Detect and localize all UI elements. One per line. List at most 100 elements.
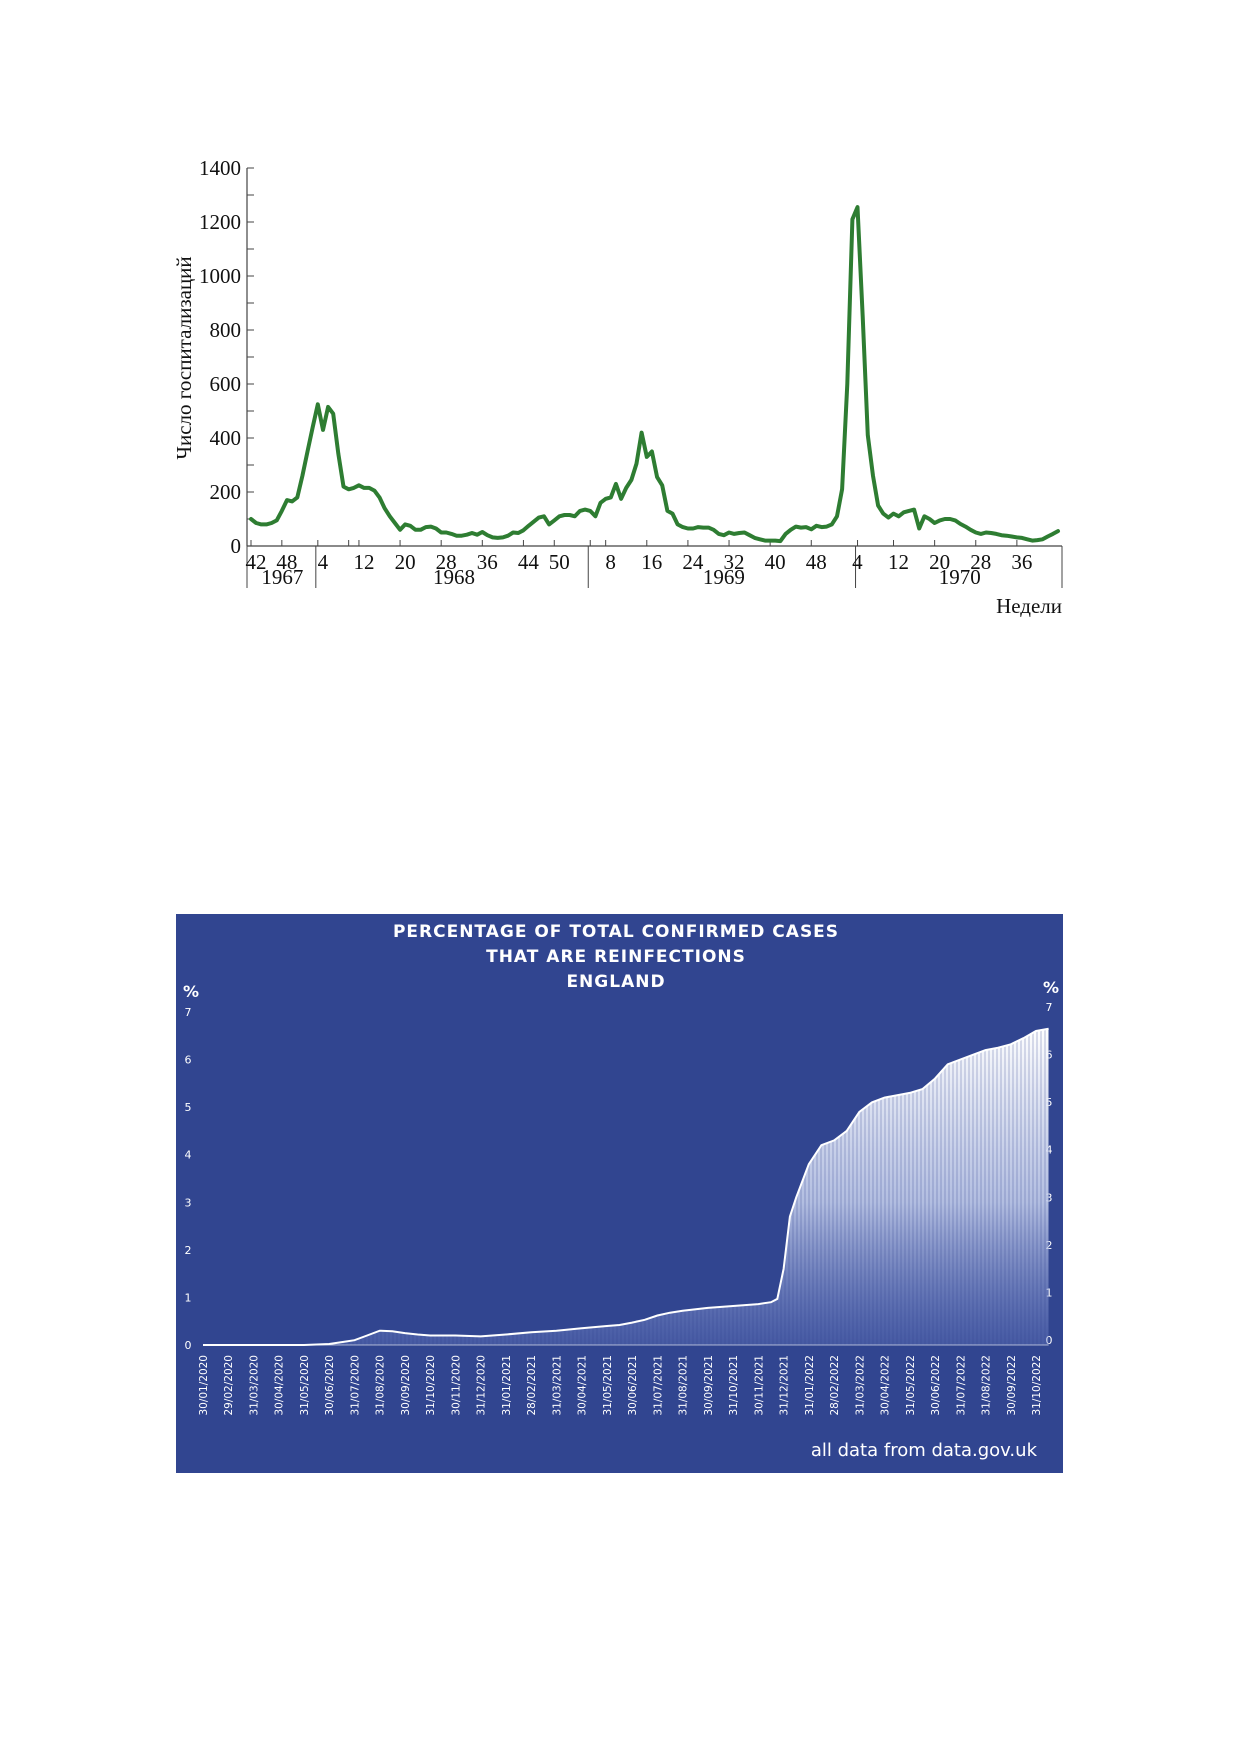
c1-x-tick-label: 20 <box>929 550 950 574</box>
c1-x-tick-label: 28 <box>436 550 457 574</box>
c1-x-tick-label: 50 <box>549 550 570 574</box>
c1-x-tick-labels: 42 48 4 12 20 28 36 44 50 8 16 24 32 40 48 4 12 20 28 36 <box>246 550 1033 574</box>
reinfection-area-stripes <box>203 1028 1049 1345</box>
c2-x-tick-label: 28/02/2022 <box>829 1355 841 1416</box>
c1-year-label: 1970 <box>939 565 981 589</box>
c1-x-tick-label: 16 <box>641 550 662 574</box>
c1-year-label: 1967 <box>261 565 303 589</box>
c2-left-y-tick-label: 7 <box>185 1006 192 1019</box>
c2-right-y-tick-label: 6 <box>1046 1049 1053 1062</box>
c2-x-tick-label: 31/07/2022 <box>955 1355 967 1416</box>
c2-x-tick-label: 30/09/2021 <box>703 1355 715 1416</box>
c1-y-tick-label: 0 <box>231 534 242 558</box>
c2-x-tick-label: 31/01/2022 <box>804 1355 816 1416</box>
c1-year-labels: 1967 1968 1969 1970 <box>261 565 980 589</box>
c2-x-tick-label: 31/05/2022 <box>905 1355 917 1416</box>
c2-x-tick-label: 28/02/2021 <box>526 1355 538 1416</box>
c1-y-tick-label: 1000 <box>199 264 241 288</box>
c2-x-tick-label: 30/01/2020 <box>198 1355 210 1416</box>
c2-x-tick-label: 30/06/2020 <box>324 1355 336 1416</box>
c2-left-y-tick-label: 1 <box>185 1291 192 1304</box>
c2-x-tick-label: 31/12/2021 <box>779 1355 791 1416</box>
c2-x-tick-label: 31/05/2021 <box>602 1355 614 1416</box>
c1-y-tick-label: 1400 <box>199 156 241 180</box>
c1-x-tick-label: 24 <box>682 550 704 574</box>
c2-x-tick-label: 31/03/2022 <box>854 1355 866 1416</box>
c1-x-tick-label: 32 <box>724 550 745 574</box>
c2-right-y-tick-label: 4 <box>1046 1144 1053 1157</box>
c1-x-tick-label: 12 <box>888 550 909 574</box>
c2-title-line-1: PERCENTAGE OF TOTAL CONFIRMED CASES <box>393 922 839 942</box>
c2-x-tick-label: 31/12/2020 <box>476 1355 488 1416</box>
reinfection-percentage-line <box>203 1027 1049 1346</box>
c2-x-tick-label: 30/09/2022 <box>1006 1355 1018 1416</box>
c2-x-tick-label: 30/06/2022 <box>930 1355 942 1416</box>
c1-x-tick-label: 8 <box>605 550 616 574</box>
c2-right-y-tick-label: 0 <box>1046 1334 1053 1347</box>
c1-year-label: 1968 <box>433 565 475 589</box>
c1-y-tick-labels: 0 200 400 600 800 1000 1200 1400 <box>199 156 241 558</box>
c2-x-tick-label: 31/08/2020 <box>375 1355 387 1416</box>
c2-left-y-tick-label: 5 <box>185 1101 192 1114</box>
c2-x-tick-label: 30/04/2020 <box>274 1355 286 1416</box>
c2-x-tick-label: 31/08/2021 <box>678 1355 690 1416</box>
c1-y-tick-label: 200 <box>210 480 242 504</box>
c2-right-y-tick-label: 7 <box>1046 1001 1053 1014</box>
c2-x-tick-label: 30/04/2022 <box>880 1355 892 1416</box>
c2-x-tick-label: 31/10/2021 <box>728 1355 740 1416</box>
c2-footnote: all data from data.gov.uk <box>811 1440 1038 1461</box>
c2-right-y-tick-label: 5 <box>1046 1096 1053 1109</box>
c2-left-y-tick-label: 2 <box>185 1244 192 1257</box>
c1-x-tick-label: 36 <box>477 550 498 574</box>
c1-y-axis-title: Число госпитализаций <box>172 256 196 459</box>
c1-x-tick-label: 48 <box>806 550 827 574</box>
c2-right-y-tick-label: 3 <box>1046 1191 1053 1204</box>
c2-left-y-tick-label: 4 <box>185 1149 192 1162</box>
c2-right-y-tick-labels: 0 1 2 3 4 5 6 7 <box>1046 1001 1053 1347</box>
c2-x-tick-label: 30/06/2021 <box>627 1355 639 1416</box>
c2-title-line-3: ENGLAND <box>566 972 665 992</box>
c1-x-tick-label: 44 <box>518 550 540 574</box>
c2-x-tick-label: 30/11/2021 <box>753 1355 765 1416</box>
c2-x-tick-label: 30/04/2021 <box>577 1355 589 1416</box>
c1-axes <box>246 167 1063 588</box>
c1-y-tick-label: 400 <box>210 426 242 450</box>
c1-year-label: 1969 <box>703 565 745 589</box>
c2-left-y-tick-label: 6 <box>185 1054 192 1067</box>
c2-x-tick-label: 31/03/2020 <box>248 1355 260 1416</box>
c2-x-tick-label: 31/07/2020 <box>349 1355 361 1416</box>
c2-right-unit-label: % <box>1043 978 1059 997</box>
c2-x-tick-label: 31/03/2021 <box>551 1355 563 1416</box>
c1-x-axis-title: Недели <box>996 594 1062 618</box>
c1-x-tick-label: 4 <box>852 550 863 574</box>
c2-x-tick-label: 31/10/2022 <box>1031 1355 1043 1416</box>
c1-x-tick-label: 4 <box>318 550 329 574</box>
hospitalizations-series-line <box>249 205 1060 544</box>
c1-x-tick-label: 20 <box>395 550 416 574</box>
c2-x-tick-label: 30/11/2020 <box>450 1355 462 1416</box>
c1-y-tick-label: 600 <box>210 372 242 396</box>
c2-left-unit-label: % <box>183 982 199 1001</box>
c1-x-tick-label: 40 <box>765 550 786 574</box>
c2-left-y-tick-labels: 0 1 2 3 4 5 6 7 <box>185 1006 192 1352</box>
c1-x-tick-label: 48 <box>276 550 297 574</box>
c1-x-tick-label: 36 <box>1011 550 1032 574</box>
c2-x-tick-label: 31/05/2020 <box>299 1355 311 1416</box>
c2-right-y-tick-label: 2 <box>1046 1239 1053 1252</box>
c2-title-line-2: THAT ARE REINFECTIONS <box>486 947 746 967</box>
c1-x-tick-label: 28 <box>970 550 991 574</box>
c2-x-tick-label: 31/10/2020 <box>425 1355 437 1416</box>
c2-right-y-tick-label: 1 <box>1046 1286 1053 1299</box>
c1-x-tick-label: 42 <box>246 550 267 574</box>
c1-y-tick-label: 1200 <box>199 210 241 234</box>
c2-x-tick-label: 30/09/2020 <box>400 1355 412 1416</box>
c2-x-tick-label: 31/01/2021 <box>501 1355 513 1416</box>
c2-x-tick-label: 31/07/2021 <box>652 1355 664 1416</box>
c1-y-tick-label: 800 <box>210 318 242 342</box>
c2-x-tick-label: 31/08/2022 <box>981 1355 993 1416</box>
c2-x-tick-label: 29/02/2020 <box>223 1355 235 1416</box>
c1-x-tick-label: 12 <box>353 550 374 574</box>
c2-left-y-tick-label: 0 <box>185 1339 192 1352</box>
